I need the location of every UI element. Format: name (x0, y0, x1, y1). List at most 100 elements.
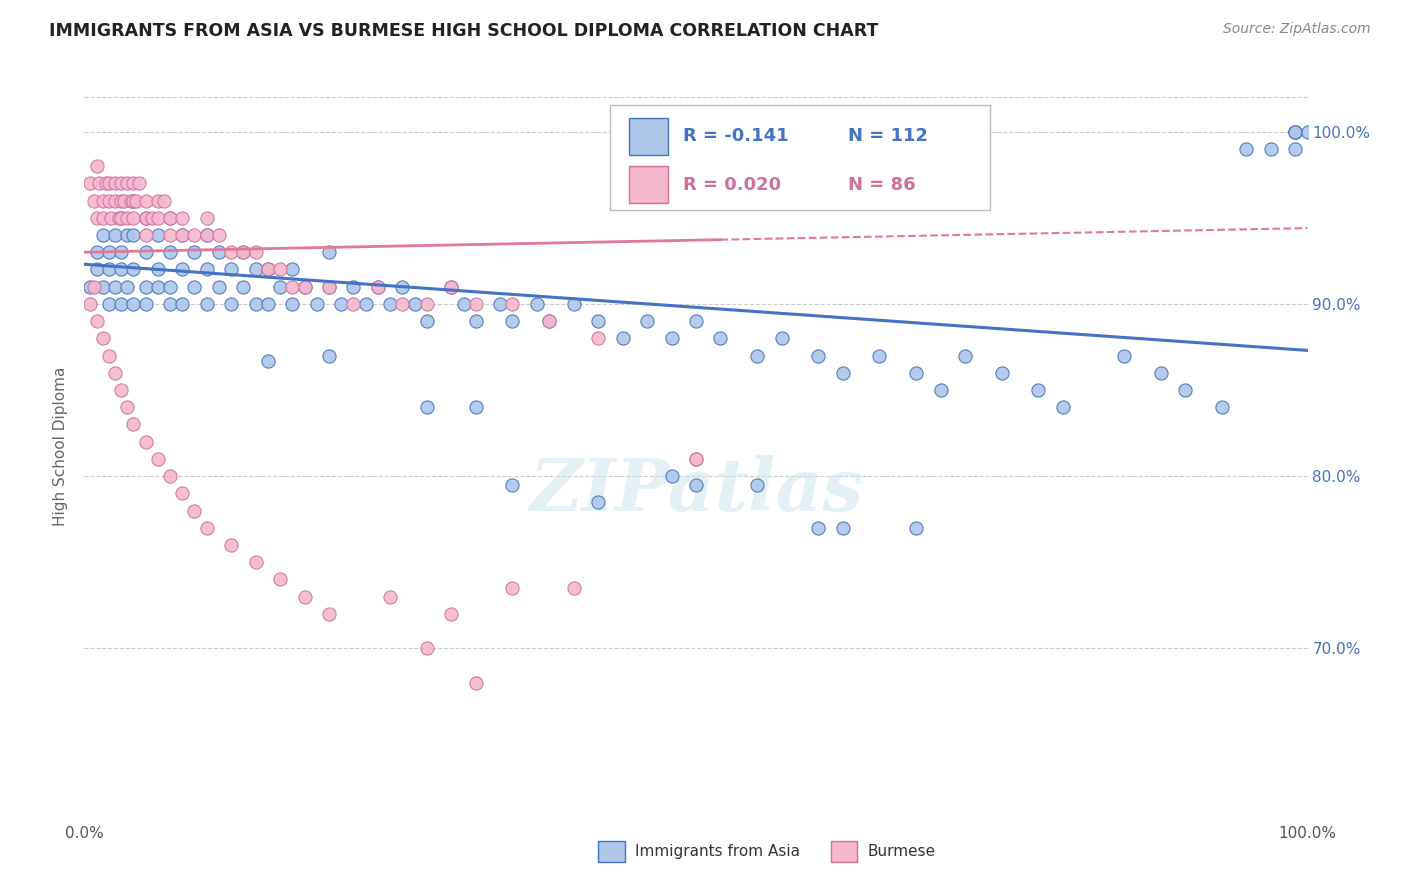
Point (1260, 142, 1282, 156)
Point (416, 297, 439, 311)
Point (305, 297, 328, 311)
Point (110, 177, 132, 191)
Point (135, 434, 157, 449)
Point (281, 297, 304, 311)
Point (1296, 125, 1319, 139)
Point (367, 279, 389, 293)
Point (141, 211, 163, 225)
Point (183, 245, 205, 260)
Point (991, 366, 1014, 380)
Point (122, 297, 145, 311)
Point (586, 495, 609, 509)
Point (79, 297, 101, 311)
Point (636, 314, 658, 328)
Point (146, 211, 169, 225)
FancyBboxPatch shape (610, 105, 990, 210)
Point (79, 177, 101, 191)
Point (232, 279, 254, 293)
Point (172, 486, 194, 500)
Point (342, 279, 364, 293)
Point (83, 279, 105, 293)
Point (86, 211, 108, 225)
Point (135, 194, 157, 208)
Point (122, 194, 145, 208)
Point (195, 227, 218, 242)
Point (96, 177, 118, 191)
Point (232, 245, 254, 260)
Point (416, 314, 439, 328)
Point (318, 279, 340, 293)
Point (122, 177, 145, 191)
Point (159, 227, 181, 242)
Point (526, 297, 548, 311)
Point (195, 262, 218, 277)
Point (172, 262, 194, 277)
Point (219, 245, 242, 260)
Point (612, 331, 634, 345)
Point (219, 262, 242, 277)
Point (159, 211, 181, 225)
Point (330, 297, 353, 311)
Point (416, 641, 439, 656)
Point (354, 297, 377, 311)
Point (342, 297, 364, 311)
Point (380, 297, 402, 311)
Point (562, 297, 585, 311)
Point (219, 297, 242, 311)
Point (97, 349, 120, 363)
FancyBboxPatch shape (628, 166, 668, 203)
Point (464, 401, 486, 415)
Point (770, 331, 793, 345)
Point (232, 245, 254, 260)
Point (391, 297, 413, 311)
Text: Source: ZipAtlas.com: Source: ZipAtlas.com (1223, 22, 1371, 37)
Point (146, 451, 169, 466)
Point (87, 177, 110, 191)
Point (245, 245, 267, 260)
Point (91, 331, 114, 345)
Point (120, 194, 142, 208)
Point (115, 211, 138, 225)
Point (115, 279, 138, 293)
Point (100, 211, 122, 225)
Point (159, 211, 181, 225)
Text: R = 0.020: R = 0.020 (682, 176, 780, 194)
Point (122, 262, 145, 277)
Point (685, 477, 707, 491)
Point (97, 177, 120, 191)
Point (747, 477, 769, 491)
Point (183, 503, 205, 517)
Point (502, 581, 524, 595)
Point (97, 297, 120, 311)
Point (269, 573, 291, 587)
Point (110, 245, 132, 260)
Point (905, 366, 928, 380)
Point (104, 177, 127, 191)
Point (146, 227, 169, 242)
Point (318, 607, 340, 621)
Point (112, 194, 135, 208)
Point (747, 349, 769, 363)
Point (195, 211, 218, 225)
Point (453, 297, 475, 311)
Point (86, 245, 108, 260)
Point (83, 194, 105, 208)
Point (195, 521, 218, 535)
Point (661, 469, 683, 483)
Point (159, 279, 181, 293)
Point (391, 279, 413, 293)
Point (172, 227, 194, 242)
Point (159, 297, 181, 311)
Point (183, 279, 205, 293)
Point (661, 331, 683, 345)
Point (86, 262, 108, 277)
Point (208, 227, 231, 242)
Point (404, 297, 426, 311)
Point (195, 297, 218, 311)
Point (107, 211, 129, 225)
Point (115, 177, 138, 191)
Point (122, 417, 145, 432)
Point (122, 194, 145, 208)
Point (135, 211, 157, 225)
Point (86, 314, 108, 328)
